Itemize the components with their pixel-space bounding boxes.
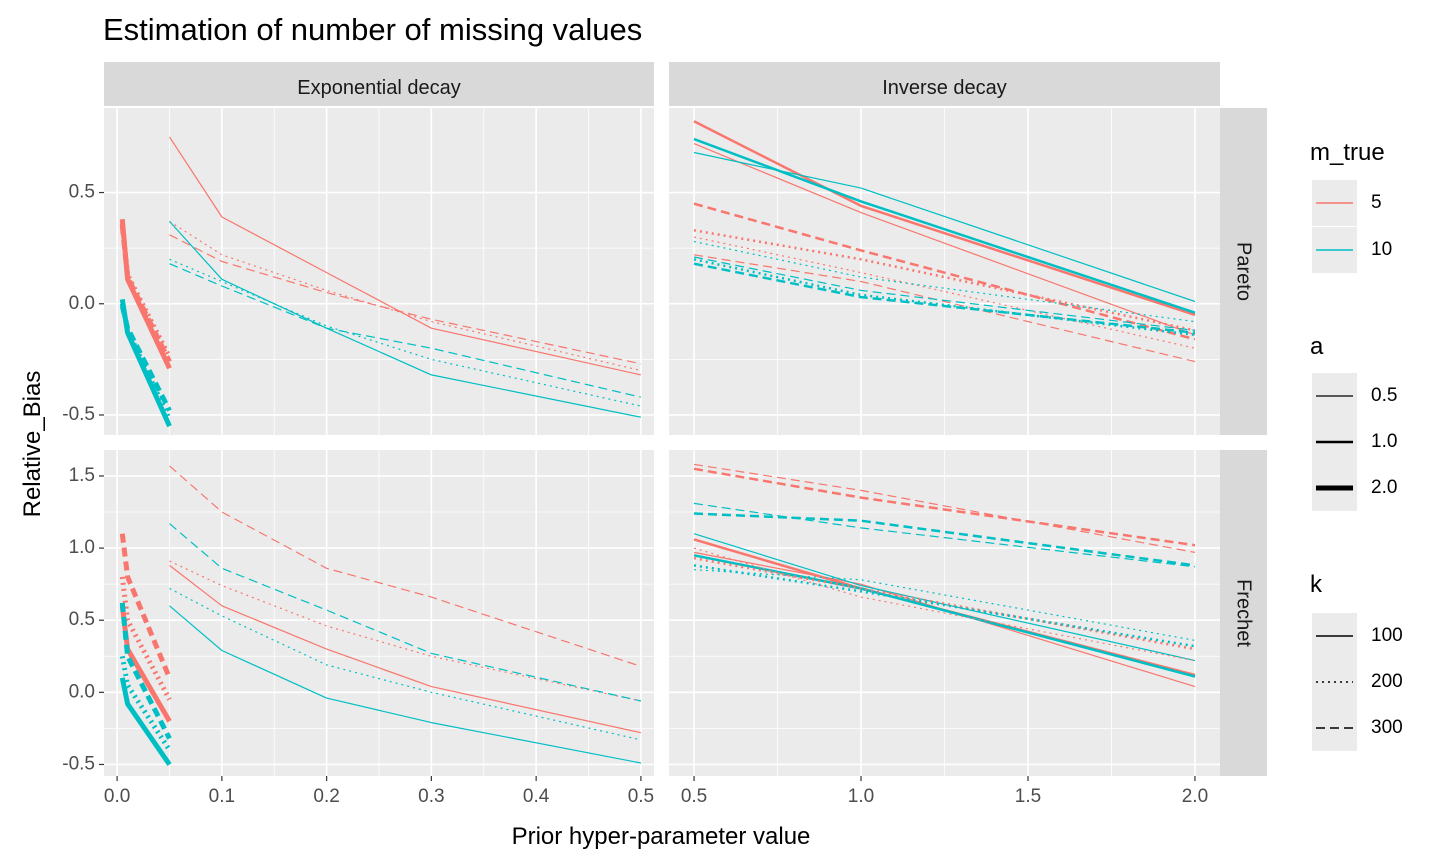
facet-strip-column xyxy=(104,62,654,106)
series-line-m10-a2.0-k100 xyxy=(119,677,172,766)
facet-panel: -0.5 0.0 0.5 xyxy=(62,108,654,435)
series-line-m5-a0.5-k100 xyxy=(169,564,642,734)
series-line-m5-a0.5-k300 xyxy=(169,465,642,667)
series-line-m5-a1.0-k100 xyxy=(693,120,1196,317)
series-line-m10-a2.0-k300 xyxy=(119,305,172,412)
x-tick-label: 0.0 xyxy=(104,786,130,807)
x-tick-label: 1.0 xyxy=(848,786,874,807)
y-tick-label: 0.0 xyxy=(69,293,95,314)
chart-title: Estimation of number of missing values xyxy=(103,12,642,47)
legend-label: 5 xyxy=(1371,192,1382,213)
series-line-m5-a1.0-k300 xyxy=(693,202,1196,341)
series-line-m10-a0.5-k100 xyxy=(169,605,642,764)
x-tick-label: 0.1 xyxy=(209,786,235,807)
series-line-m5-a0.5-k300 xyxy=(693,254,1196,363)
series-line-m5-a2.0-k300 xyxy=(119,225,172,363)
series-line-m10-a0.5-k200 xyxy=(169,587,642,741)
series-line-m10-a0.5-k300 xyxy=(693,256,1196,331)
legend-label: 10 xyxy=(1371,239,1392,260)
facet-panel: 0.5 1.0 1.5 2.0 xyxy=(669,450,1220,807)
series-line-m5-a2.0-k200 xyxy=(119,576,172,701)
x-tick-label: 0.5 xyxy=(681,786,707,807)
x-tick-label: 1.5 xyxy=(1015,786,1041,807)
y-tick-label: 0.5 xyxy=(69,609,95,630)
series-line-m10-a1.0-k100 xyxy=(693,137,1196,314)
series-line-m5-a1.0-k200 xyxy=(693,556,1196,651)
facet-panels: Exponential decay Inverse decay Pareto Frec… xyxy=(62,62,1267,807)
x-axis-title: Prior hyper-parameter value xyxy=(512,823,811,850)
legend-label: 100 xyxy=(1371,625,1403,646)
series-group xyxy=(119,136,642,428)
series-line-m10-a0.5-k300 xyxy=(693,502,1196,568)
series-group xyxy=(693,463,1196,688)
legend: m_true 5 10 a 0.5 1.0 2.0 k 100 200 300 xyxy=(1310,139,1403,751)
series-line-m5-a0.5-k100 xyxy=(693,143,1196,336)
series-line-m5-a1.0-k300 xyxy=(693,467,1196,547)
x-tick-label: 0.4 xyxy=(523,786,550,807)
legend-title: m_true xyxy=(1310,139,1385,166)
series-line-m10-a1.0-k200 xyxy=(693,564,1196,648)
series-line-m10-a0.5-k200 xyxy=(693,569,1196,641)
series-line-m5-a0.5-k300 xyxy=(169,234,642,365)
facet-strip-column-label: Inverse decay xyxy=(882,77,1007,99)
x-tick-label: 0.3 xyxy=(418,786,444,807)
y-tick-label: 1.5 xyxy=(69,465,95,486)
legend-label: 0.5 xyxy=(1371,385,1397,406)
legend-title: a xyxy=(1310,333,1324,360)
series-line-m5-a0.5-k100 xyxy=(693,551,1196,688)
y-tick-label: -0.5 xyxy=(62,753,95,774)
x-tick-label: 0.5 xyxy=(628,786,654,807)
series-line-m10-a0.5-k100 xyxy=(693,151,1196,303)
y-axis-title: Relative_Bias xyxy=(19,371,46,518)
facet-strip-row-label: Pareto xyxy=(1233,242,1255,301)
y-tick-label: 1.0 xyxy=(69,537,95,558)
legend-label: 200 xyxy=(1371,671,1403,692)
facet-strip-column-label: Exponential decay xyxy=(297,77,460,99)
x-tick-label: 0.2 xyxy=(313,786,339,807)
series-line-m10-a0.5-k300 xyxy=(169,523,642,702)
series-line-m5-a2.0-k300 xyxy=(119,533,172,679)
legend-title: k xyxy=(1310,571,1323,598)
facet-strip-column xyxy=(669,62,1220,106)
series-line-m10-a1.0-k300 xyxy=(693,262,1196,334)
y-tick-label: 0.5 xyxy=(69,182,95,203)
series-line-m10-a0.5-k300 xyxy=(169,263,642,398)
x-tick-label: 2.0 xyxy=(1182,786,1208,807)
series-line-m5-a1.0-k200 xyxy=(693,229,1196,332)
facet-panel: -0.5 0.0 0.5 1.0 1.5 0.0 0.1 0.2 0.3 0.4 0.5 xyxy=(62,450,654,807)
y-tick-label: -0.5 xyxy=(62,404,95,425)
facet-strip-row-label: Frechet xyxy=(1233,579,1255,647)
legend-label: 1.0 xyxy=(1371,431,1397,452)
legend-label: 2.0 xyxy=(1371,477,1397,498)
legend-label: 300 xyxy=(1371,717,1403,738)
series-line-m10-a0.5-k100 xyxy=(693,533,1196,662)
series-group xyxy=(693,120,1196,363)
facet-strip-row xyxy=(1220,450,1267,776)
series-line-m10-a2.0-k300 xyxy=(119,602,172,740)
series-line-m5-a0.5-k200 xyxy=(693,547,1196,662)
facet-strip-row xyxy=(1220,108,1267,435)
facet-panel xyxy=(669,108,1220,435)
series-line-m5-a0.5-k300 xyxy=(693,463,1196,553)
series-group xyxy=(119,465,642,766)
y-tick-label: 0.0 xyxy=(69,681,95,702)
series-line-m10-a0.5-k200 xyxy=(169,258,642,407)
series-line-m5-a0.5-k100 xyxy=(168,136,642,376)
